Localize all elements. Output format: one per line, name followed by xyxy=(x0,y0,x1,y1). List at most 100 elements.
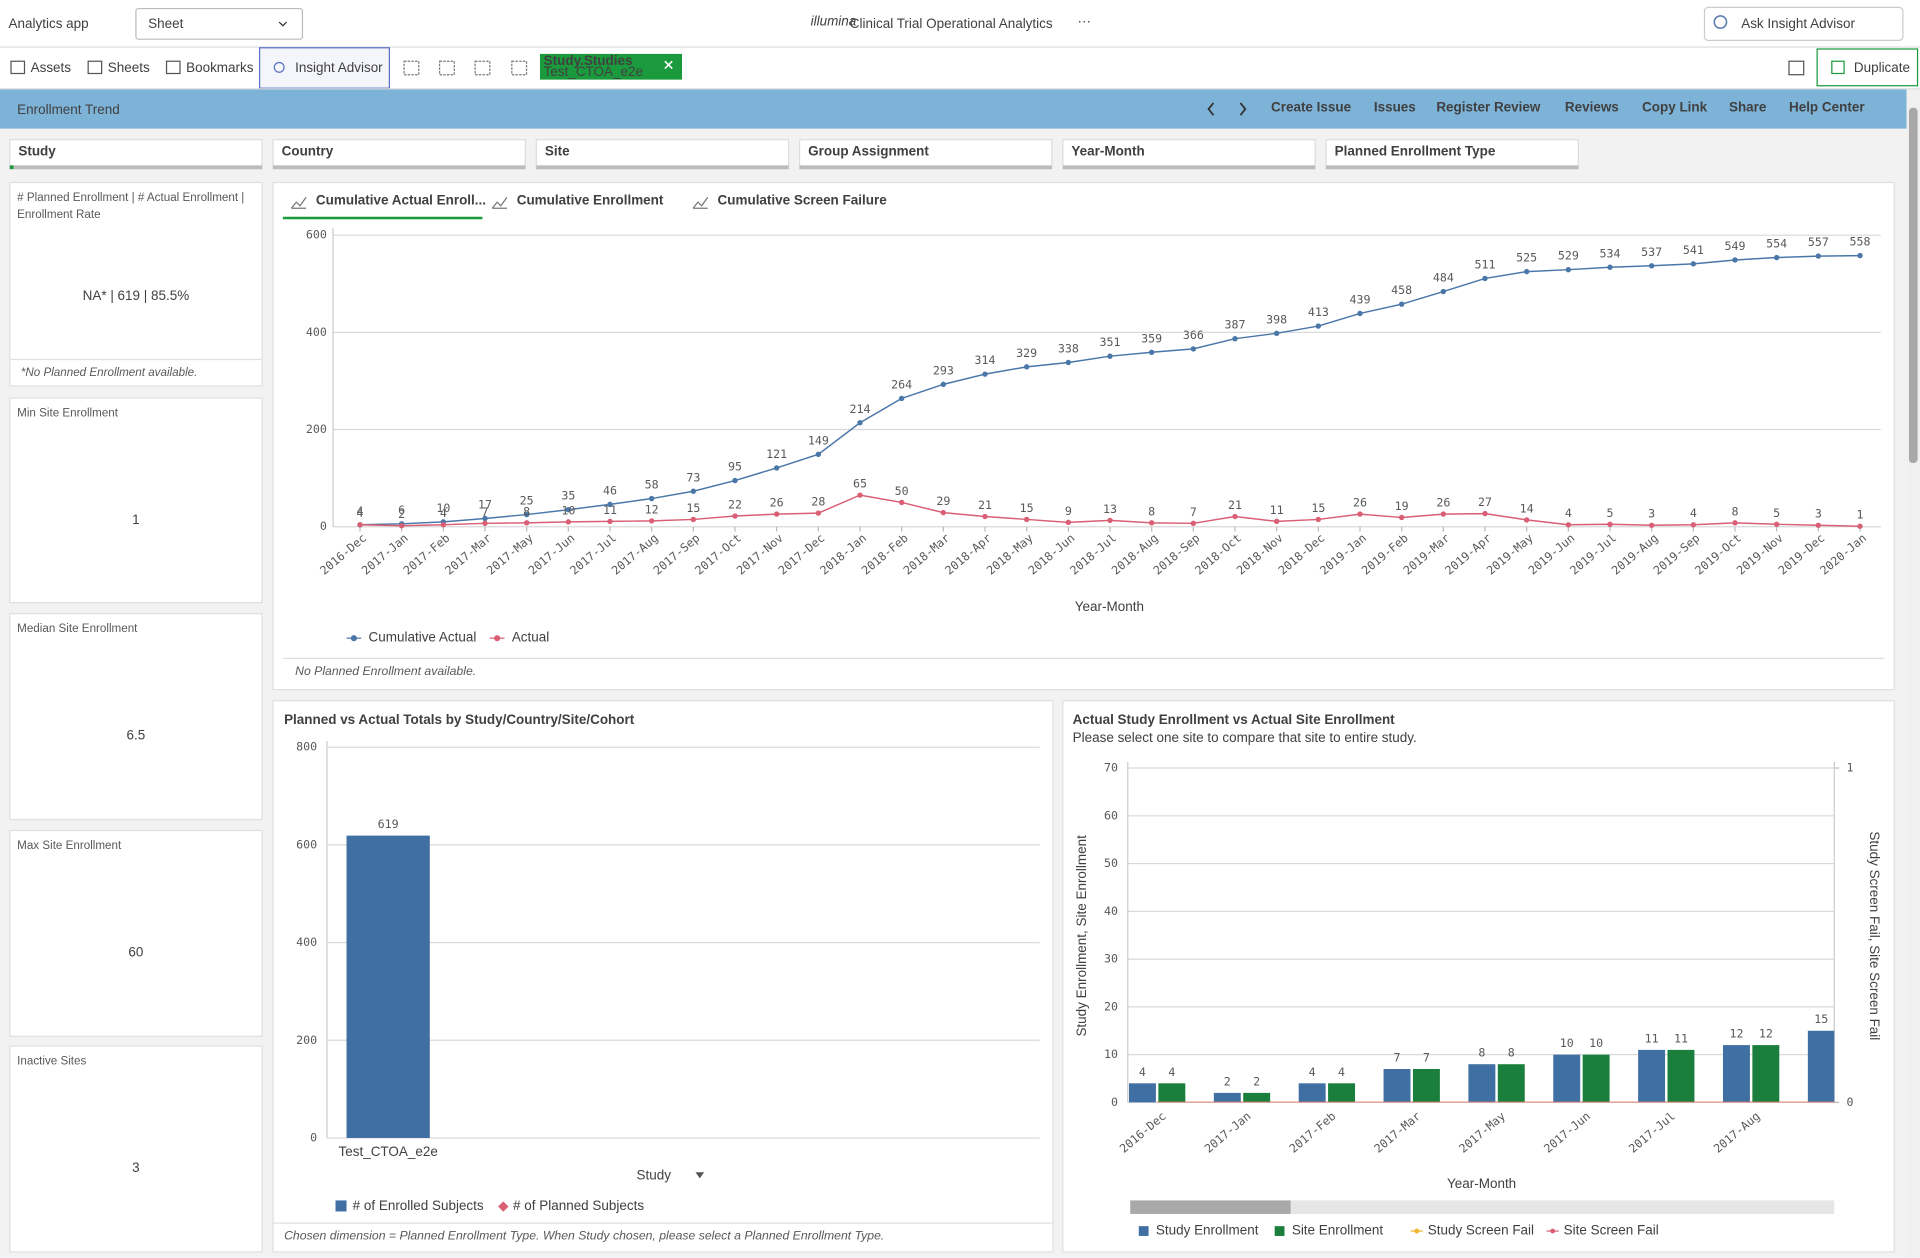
chart-tab[interactable]: Cumulative Enrollment xyxy=(517,192,664,207)
x-axis-dropdown[interactable] xyxy=(695,1172,705,1179)
kpi-value: NA* | 619 | 85.5% xyxy=(83,288,190,303)
data-point xyxy=(1357,511,1363,517)
kpi-label: # Planned Enrollment | # Actual Enrollme… xyxy=(17,191,245,222)
data-label: 12 xyxy=(1759,1027,1773,1041)
grid-icon[interactable] xyxy=(1788,60,1805,76)
y-tick-label: 800 xyxy=(296,740,317,754)
scroll-thumb[interactable] xyxy=(1130,1200,1291,1214)
data-label: 541 xyxy=(1683,243,1704,257)
selection-tool[interactable] xyxy=(403,60,420,76)
data-label: 8 xyxy=(1478,1046,1485,1060)
sheet-link[interactable]: Help Center xyxy=(1789,99,1865,114)
data-label: 29 xyxy=(936,494,950,508)
kpi-note-box: *No Planned Enrollment available. xyxy=(21,366,198,379)
data-label: 10 xyxy=(1589,1036,1603,1050)
y-tick-label: 70 xyxy=(1104,761,1118,775)
data-label: 35 xyxy=(561,489,575,503)
selection-field: Study.Studies xyxy=(544,53,633,68)
filter-bar-selected xyxy=(9,165,14,170)
data-label: 619 xyxy=(378,817,399,831)
data-label: 4 xyxy=(1168,1065,1175,1079)
data-label: 4 xyxy=(1139,1065,1146,1079)
data-label: 28 xyxy=(811,495,825,509)
data-label: 21 xyxy=(978,498,992,512)
data-point xyxy=(565,507,572,513)
search-box[interactable] xyxy=(1703,6,1904,42)
data-point xyxy=(898,499,905,506)
filter-bar xyxy=(1326,165,1579,170)
data-point xyxy=(1690,522,1697,528)
chart-panel xyxy=(1062,700,1895,1253)
more-menu[interactable]: ··· xyxy=(1078,14,1091,29)
filter-box[interactable] xyxy=(1325,139,1579,170)
selection-tool[interactable] xyxy=(511,60,528,76)
y-tick-label: 0 xyxy=(1111,1095,1118,1109)
toolbar-bookmarks[interactable]: Bookmarks xyxy=(186,60,254,75)
toolbar-insight[interactable]: Insight Advisor xyxy=(295,60,383,75)
x-tick-label: Test_CTOA_e2e xyxy=(339,1144,438,1159)
data-point xyxy=(1398,301,1405,307)
bar xyxy=(1328,1083,1356,1103)
chart-tab[interactable]: Cumulative Actual Enroll... xyxy=(316,192,486,207)
legend-swatch xyxy=(1138,1226,1149,1236)
data-label: 7 xyxy=(482,505,489,519)
data-point xyxy=(1315,323,1322,329)
filter-box[interactable] xyxy=(1062,139,1316,170)
data-label: 537 xyxy=(1641,245,1662,259)
data-point xyxy=(398,523,405,529)
legend-label: Cumulative Actual xyxy=(369,630,477,645)
selection-value: Test_CTOA_e2e xyxy=(544,64,643,79)
data-point xyxy=(1732,257,1738,263)
selection-clear[interactable] xyxy=(664,60,673,70)
data-label: 351 xyxy=(1100,335,1121,349)
legend-marker xyxy=(1414,1228,1420,1234)
duplicate-label[interactable]: Duplicate xyxy=(1854,60,1910,75)
data-label: 366 xyxy=(1183,328,1204,342)
bar xyxy=(1298,1083,1326,1103)
filter-box[interactable] xyxy=(9,139,263,170)
filter-label: Planned Enrollment Type xyxy=(1335,143,1496,158)
toolbar-assets[interactable]: Assets xyxy=(31,60,72,75)
sheet-link[interactable]: Register Review xyxy=(1436,99,1541,114)
data-point xyxy=(1815,522,1822,528)
toolbar-icon xyxy=(87,60,103,75)
x-axis-title[interactable]: Study xyxy=(637,1167,672,1182)
next-arrow[interactable] xyxy=(1239,102,1247,116)
selection-tool[interactable] xyxy=(474,60,491,76)
bar xyxy=(1638,1049,1666,1103)
sheet-link[interactable]: Copy Link xyxy=(1642,99,1708,114)
sheet-link[interactable]: Create Issue xyxy=(1271,99,1352,114)
filter-label: Study xyxy=(18,143,56,158)
data-label: 554 xyxy=(1766,237,1787,251)
filter-box[interactable] xyxy=(535,139,790,170)
kpi-label-box: Min Site Enrollment xyxy=(17,407,118,420)
scrollbar-thumb[interactable] xyxy=(1908,107,1918,464)
chart-subtitle: Please select one site to compare that s… xyxy=(1073,730,1417,745)
data-point xyxy=(773,465,780,471)
selection-tool[interactable] xyxy=(438,60,455,76)
prev-arrow[interactable] xyxy=(1207,102,1215,116)
y2-tick-label: 0 xyxy=(1847,1095,1854,1109)
filter-bar xyxy=(1062,165,1316,170)
sheet-select[interactable] xyxy=(135,7,304,40)
sheet-link[interactable]: Reviews xyxy=(1565,99,1619,114)
data-label: 549 xyxy=(1725,239,1746,253)
sheet-link[interactable]: Share xyxy=(1729,99,1767,114)
y-tick-label: 40 xyxy=(1104,904,1118,918)
logo: illumina xyxy=(811,14,857,29)
insight-button[interactable] xyxy=(258,47,390,89)
header-bar xyxy=(0,0,1920,47)
selection-chip[interactable] xyxy=(540,53,683,80)
data-label: 65 xyxy=(853,477,867,491)
sheet-link[interactable]: Issues xyxy=(1374,99,1416,114)
toolbar-sheets[interactable]: Sheets xyxy=(108,60,150,75)
filter-box[interactable] xyxy=(798,139,1053,170)
duplicate-button[interactable] xyxy=(1816,48,1919,87)
sheet-title: Enrollment Trend xyxy=(17,102,120,117)
bar xyxy=(1497,1064,1525,1103)
filter-bar xyxy=(273,165,526,170)
y-tick-label: 60 xyxy=(1104,808,1118,822)
data-point xyxy=(1107,353,1113,359)
chart-tab[interactable]: Cumulative Screen Failure xyxy=(718,192,888,207)
